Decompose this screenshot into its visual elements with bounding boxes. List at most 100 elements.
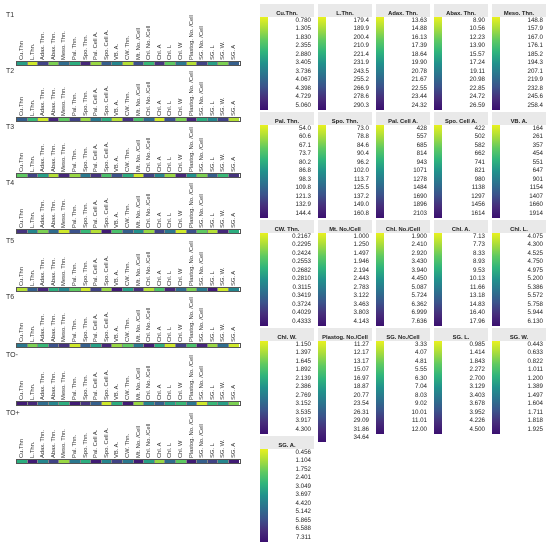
heatmap-cell (175, 460, 187, 463)
legend-value: 157.9 (527, 25, 543, 33)
column-name: SG. No. /Cell (199, 26, 206, 60)
legend-value: 1614 (471, 209, 485, 217)
legend-value: 9.02 (414, 400, 427, 408)
legend-value: 1660 (529, 201, 543, 209)
heatmap-cell (48, 62, 60, 65)
column-name: Chl. L (167, 156, 174, 172)
heatmap-cell (101, 62, 113, 65)
legend-gradient (434, 17, 442, 110)
column-name: Cu.Thn (19, 96, 25, 116)
heatmap-cell (38, 230, 49, 233)
column-name: Chl. W (178, 98, 184, 116)
heatmap-cell (112, 118, 123, 121)
legend-value: 132.9 (295, 201, 311, 209)
heatmap-cell (207, 402, 219, 405)
legend-value: 149.0 (353, 201, 369, 209)
legend-value: 1154 (529, 184, 543, 192)
heatmap-cell (59, 62, 70, 65)
heatmap-cell (27, 402, 39, 405)
legend-value: 4.300 (527, 241, 543, 249)
legend-value: 5.865 (295, 516, 311, 524)
legend-value: 6.130 (527, 317, 543, 325)
column-name: SG. W. (220, 97, 227, 116)
column-name: Chl. No. /Cell (146, 137, 153, 172)
legend-value: 17.24 (469, 59, 485, 67)
legend-value: 685 (416, 141, 427, 149)
legend-value: 78.8 (356, 133, 369, 141)
legend-value: 4.300 (295, 425, 311, 433)
legend-value: 86.8 (298, 167, 311, 175)
column-name: Spo. Cell A. (103, 141, 110, 172)
column-name: Pal. Thn. (72, 36, 78, 60)
heatmap-cell (80, 344, 92, 347)
heatmap-cell (175, 174, 187, 177)
legend-value: 13.18 (469, 292, 485, 300)
column-name: Spo. Thn. (82, 316, 89, 342)
legend-value: 19.90 (411, 59, 427, 67)
column-name: SG. No. /Cell (199, 82, 206, 116)
legend-value: 5.060 (295, 101, 311, 109)
heatmap-cell (101, 118, 113, 121)
column-name: CW. Thn. (125, 375, 131, 400)
heatmap-cell (218, 344, 229, 347)
column-name: Plastog. No. /Cell (188, 15, 195, 60)
column-name: Plastog. No. /Cell (188, 71, 195, 116)
legend-value: 5.087 (411, 283, 427, 291)
heatmap-cell (186, 344, 198, 347)
legend-gradient (434, 233, 442, 326)
column-name: SG. W. (220, 439, 227, 458)
heatmap-cell (175, 62, 187, 65)
treatment-label: T4 (6, 180, 15, 187)
legend-value: 1297 (471, 192, 485, 200)
legend-title: Abax. Thn. (434, 4, 488, 17)
column-name: Chl. L (167, 326, 174, 342)
column-name: L.Thn. (29, 43, 36, 60)
legend-value: 0.3115 (292, 283, 311, 291)
column-name: SG. L (209, 45, 216, 60)
legend-title: L.Thn. (318, 4, 372, 17)
heatmap-cell (197, 174, 208, 177)
legend-value: 2.783 (353, 283, 369, 291)
treatment-label: T2 (6, 68, 15, 75)
column-name: Spo. Thn. (82, 146, 89, 172)
heatmap-cell (48, 402, 60, 405)
heatmap-cell (112, 62, 123, 65)
legend-value: 2.410 (411, 241, 427, 249)
heatmap-strip (16, 343, 241, 348)
column-name: SG. L (209, 271, 216, 286)
legend-value: 80.2 (298, 158, 311, 166)
treatment-panel: T2 Cu.Thn L.Thn. Adax. Thn. Abax. Thn. Meso. … (6, 68, 258, 128)
column-name: Meso. Thn. (61, 257, 68, 286)
column-name: Plastog. No. /Cell (188, 127, 195, 172)
legend-value: 1896 (413, 201, 427, 209)
legend-value: 4.398 (295, 84, 311, 92)
heatmap-cell (27, 344, 39, 347)
legend-value: 125.5 (353, 184, 369, 192)
legend-value: 3.463 (353, 300, 369, 308)
column-name: Chl. No. /Cell (146, 25, 153, 60)
legend-value: 90.4 (356, 150, 369, 158)
column-name: Chl. A (156, 44, 163, 60)
legend-value: 0.2682 (292, 266, 311, 274)
legend-value: 1.843 (469, 357, 485, 365)
heatmap-cell (38, 344, 49, 347)
heatmap-strip (16, 459, 241, 464)
legend-value: 0.3724 (292, 300, 311, 308)
heatmap-cell (69, 118, 81, 121)
column-name: Spo. Thn. (82, 260, 89, 286)
heatmap-cell (197, 62, 208, 65)
column-name: Abax. Thn. (50, 32, 57, 60)
heatmap-cell (218, 62, 229, 65)
legend-value: 0.2167 (292, 233, 311, 240)
column-name: L.Thn. (29, 155, 36, 172)
legend-title: Chl. L. (492, 220, 546, 233)
legend-value: 67.1 (298, 141, 311, 149)
legend-title: Meso. Thn. (492, 4, 546, 17)
column-name: SG. No. /Cell (199, 252, 206, 286)
heatmap-cell (133, 288, 145, 291)
legend-value: 1.892 (295, 366, 311, 374)
legend-value: 1.414 (469, 349, 485, 357)
legend-value: 502 (474, 133, 485, 141)
column-names: Cu.Thn L.Thn. Adax. Thn. Abax. Thn. Meso. Th… (8, 15, 258, 60)
heatmap-cell (207, 460, 219, 463)
